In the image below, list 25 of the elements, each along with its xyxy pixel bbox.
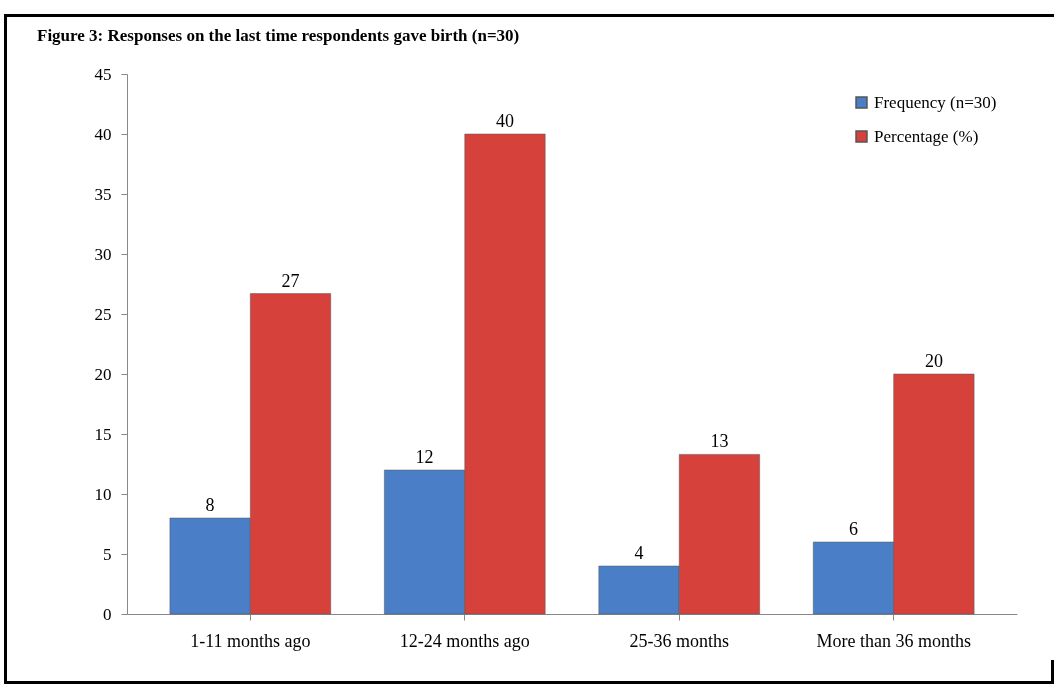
data-label: 20 (924, 351, 943, 371)
x-tick-label: 25-36 months (629, 630, 729, 651)
y-tick-label: 25 (94, 304, 112, 324)
data-label: 13 (710, 431, 729, 452)
legend-label: Percentage (%) (874, 126, 979, 146)
y-tick-label: 0 (103, 604, 112, 624)
x-tick-label: 1-11 months ago (190, 630, 311, 651)
y-tick-label: 15 (94, 424, 112, 444)
data-label: 4 (634, 543, 644, 563)
data-label: 8 (205, 495, 215, 515)
x-tick-label: 12-24 months ago (399, 630, 530, 651)
y-tick-label: 35 (94, 184, 112, 204)
data-label: 6 (848, 519, 858, 539)
chart-title: Figure 3: Responses on the last time respondents gave birth (n=30) (37, 26, 520, 45)
y-tick-label: 20 (94, 364, 112, 384)
y-tick-label: 5 (103, 544, 112, 564)
legend-label: Frequency (n=30) (874, 92, 997, 112)
y-tick-label: 30 (94, 244, 112, 264)
data-label: 40 (495, 111, 514, 131)
x-tick-label: More than 36 months (816, 630, 971, 651)
data-label: 12 (415, 447, 434, 467)
data-label: 27 (281, 270, 300, 291)
y-tick-label: 45 (94, 64, 112, 84)
y-tick-label: 10 (94, 484, 112, 504)
y-tick-label: 40 (94, 124, 112, 144)
